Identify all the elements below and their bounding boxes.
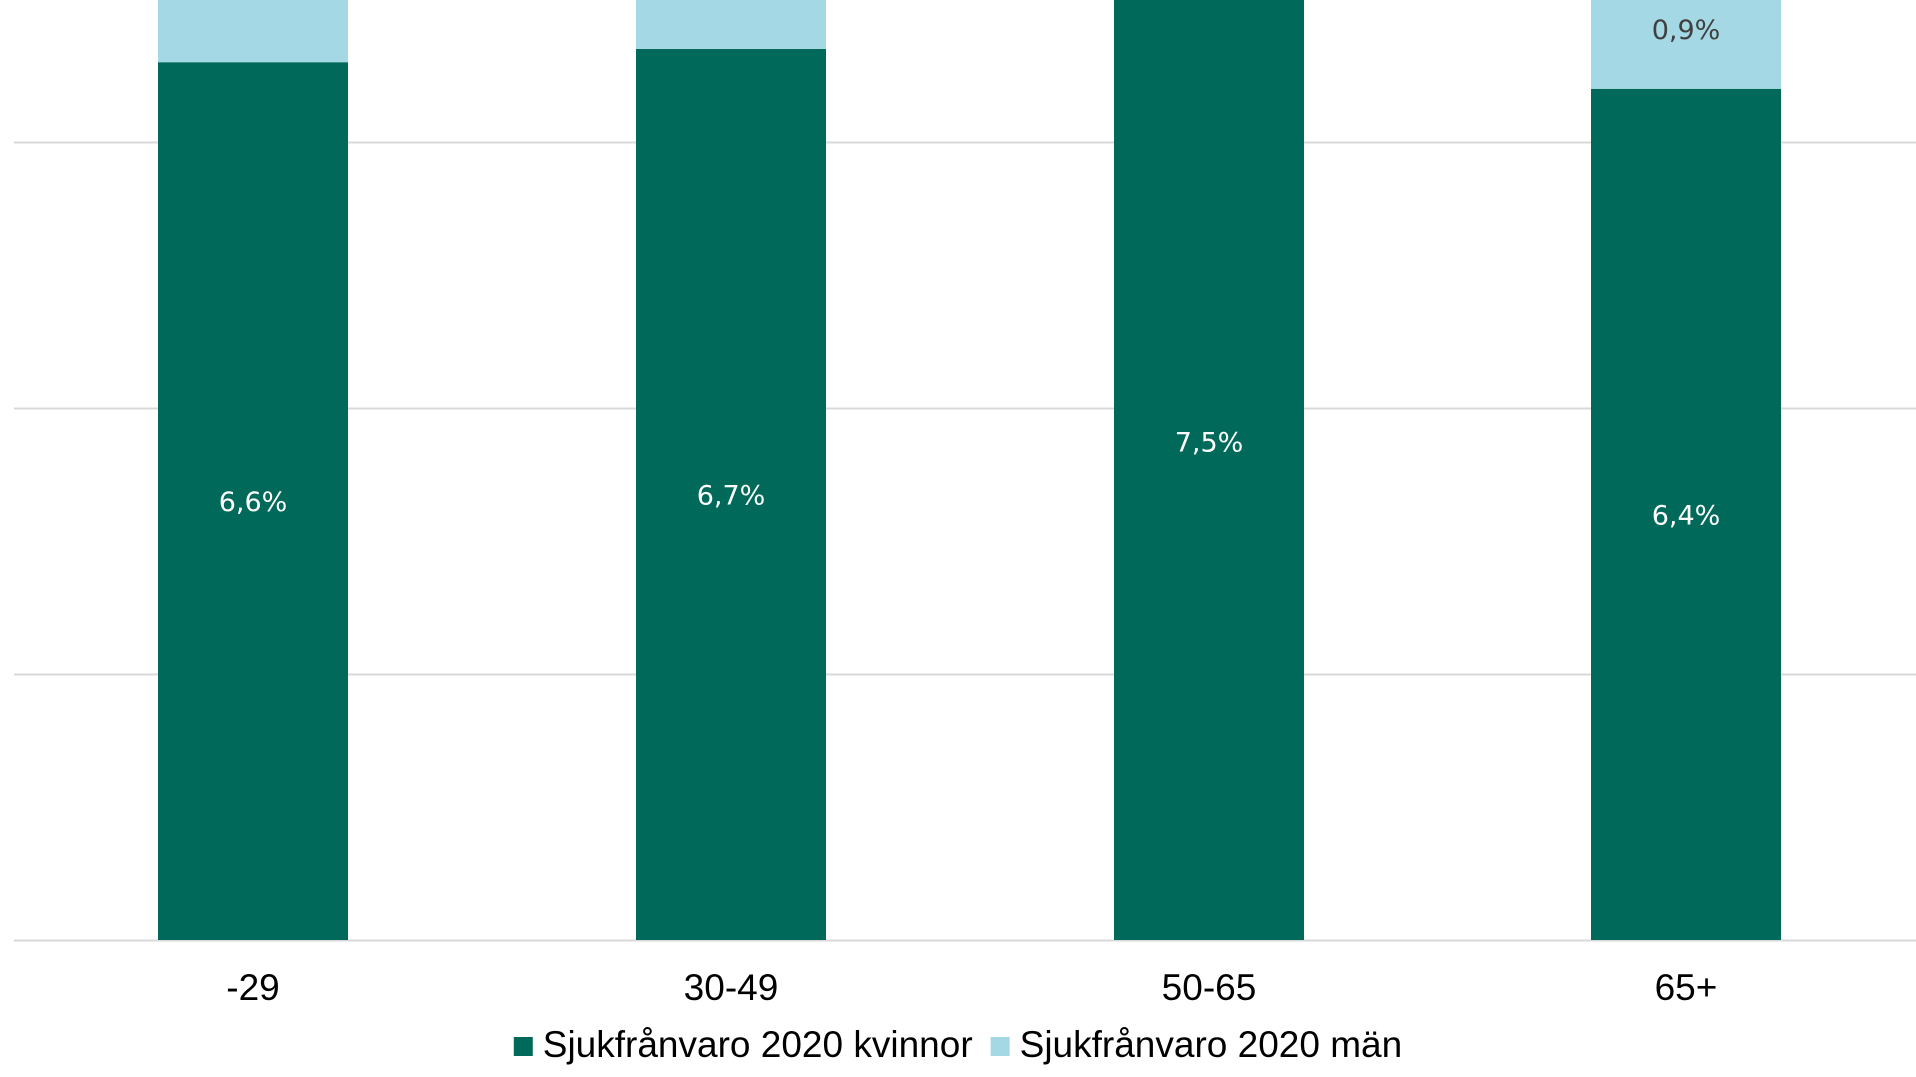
- x-tick-label: 65+: [1655, 967, 1718, 1008]
- bar-segment: [636, 48, 826, 940]
- bar-segment: [158, 62, 348, 940]
- x-tick-label: 50-65: [1162, 967, 1257, 1008]
- data-label: 6,7%: [697, 480, 766, 511]
- x-axis: -29 30-49 50-65 65+: [226, 967, 1717, 1008]
- bar-segment: [158, 0, 348, 63]
- bar-segment: [1591, 88, 1781, 941]
- x-tick-label: -29: [226, 967, 279, 1008]
- data-label: 6,6%: [219, 487, 288, 518]
- bar-segment: [636, 0, 826, 49]
- legend-swatch: [513, 1037, 533, 1056]
- bar-segment: [1114, 0, 1304, 940]
- bars: [158, 0, 1781, 941]
- data-labels: 6,6%4,0%6,7%3,6%7,5%5,0%6,4%0,9%: [219, 15, 1721, 531]
- legend: Sjukfrånvaro 2020 kvinnor Sjukfrånvaro 20…: [513, 1024, 1403, 1065]
- data-label: 0,9%: [1652, 15, 1721, 46]
- legend-label: Sjukfrånvaro 2020 kvinnor: [543, 1024, 973, 1065]
- legend-swatch: [990, 1037, 1010, 1056]
- legend-label: Sjukfrånvaro 2020 män: [1020, 1024, 1403, 1065]
- bar-segment: [1591, 0, 1781, 89]
- x-tick-label: 30-49: [684, 967, 779, 1008]
- data-label: 6,4%: [1652, 500, 1721, 531]
- data-label: 7,5%: [1175, 427, 1244, 458]
